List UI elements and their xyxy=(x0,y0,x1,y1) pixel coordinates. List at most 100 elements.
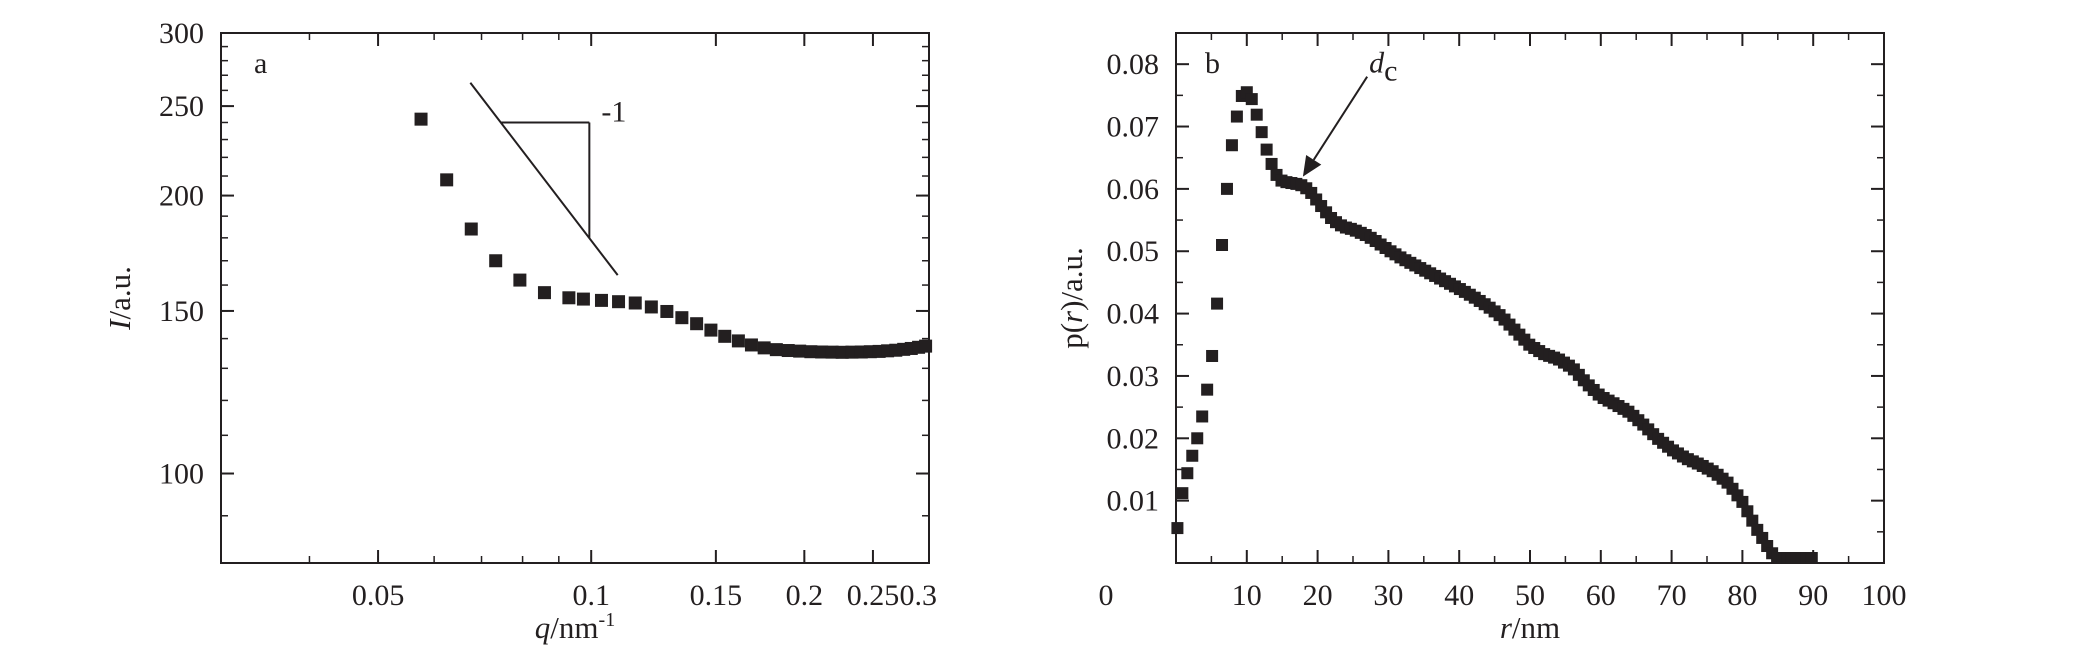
y-tick-label: 150 xyxy=(159,295,204,328)
data-point xyxy=(414,112,428,126)
panel-a-x-tick-labels: 0.05 0.1 0.15 0.2 0.25 0.3 xyxy=(352,579,937,612)
y-tick-label: 0.08 xyxy=(1107,48,1160,81)
data-point xyxy=(1746,514,1759,527)
data-point xyxy=(1265,157,1278,170)
x-tick-label: 100 xyxy=(1862,579,1907,612)
data-point xyxy=(1255,126,1268,139)
data-point xyxy=(704,323,718,337)
data-point xyxy=(1220,182,1233,195)
data-point xyxy=(513,273,527,287)
data-point xyxy=(576,292,590,306)
data-point xyxy=(815,345,829,359)
x-tick-label: 80 xyxy=(1727,579,1757,612)
slope-annotation: -1 xyxy=(469,82,626,276)
panel-b-x-axis-title: r/nm xyxy=(1500,610,1560,645)
data-point xyxy=(464,222,478,236)
peak-arrow-head xyxy=(1302,154,1322,177)
data-point xyxy=(1741,505,1754,518)
y-tick-label: 0.07 xyxy=(1107,111,1160,144)
data-point xyxy=(562,291,576,305)
panel-a-series xyxy=(414,112,933,359)
panel-a-letter: a xyxy=(254,47,267,80)
peak-arrow-line xyxy=(1312,76,1369,161)
y-tick-label: 0.01 xyxy=(1107,485,1160,518)
y-tick-label: 250 xyxy=(159,90,204,123)
peak-label: dc xyxy=(1369,47,1397,88)
slope-label: -1 xyxy=(601,95,626,128)
x-tick-label: 0.3 xyxy=(900,579,938,612)
data-point xyxy=(731,334,745,348)
peak-label-sub: c xyxy=(1384,55,1397,88)
data-point xyxy=(781,344,795,358)
data-point xyxy=(1176,487,1189,500)
x-tick-label: 0.15 xyxy=(690,579,743,612)
data-point xyxy=(1171,522,1184,535)
panel-b-series xyxy=(1171,86,1818,564)
panel-a-y-axis-title: I/a.u. xyxy=(102,266,137,331)
x-tick-label: 50 xyxy=(1515,579,1545,612)
data-point xyxy=(1201,383,1214,396)
panel-b-y-pre: p( xyxy=(1054,323,1089,349)
x-tick-label: 0.2 xyxy=(786,579,824,612)
data-point xyxy=(489,254,503,268)
panel-b-y-tick-labels: 0.01 0.02 0.03 0.04 0.05 0.06 0.07 0.08 xyxy=(1107,48,1160,517)
peak-annotation: dc xyxy=(1302,47,1397,177)
panel-b: 0 10 20 30 40 50 60 70 80 90 100 0.010.020.030.040… xyxy=(1054,32,1907,645)
panel-b-y-axis-title: p(r)/a.u. xyxy=(1054,247,1089,349)
data-point xyxy=(690,317,704,331)
panel-b-ticks xyxy=(1175,33,1885,563)
x-tick-label: 0.25 xyxy=(847,579,900,612)
data-point xyxy=(660,304,674,318)
y-tick-label: 0.03 xyxy=(1107,360,1160,393)
x-tick-label: 0.05 xyxy=(352,579,405,612)
y-tick-label: 200 xyxy=(159,180,204,213)
x-tick-label: 0.1 xyxy=(572,579,610,612)
data-point xyxy=(1230,110,1243,123)
panel-b-x-var: r xyxy=(1500,610,1513,645)
data-point xyxy=(537,286,551,300)
data-point xyxy=(675,311,689,325)
y-tick-label: 300 xyxy=(159,17,204,50)
data-point xyxy=(1805,552,1818,564)
panel-a-y-unit: /a.u. xyxy=(102,266,137,319)
data-point xyxy=(1191,432,1204,445)
y-tick-label: 0.02 xyxy=(1107,422,1160,455)
panel-b-y-var: r xyxy=(1054,310,1089,323)
y-tick-label: 100 xyxy=(159,458,204,491)
x-tick-label: 20 xyxy=(1303,579,1333,612)
data-point xyxy=(612,295,626,309)
data-point xyxy=(1260,143,1273,156)
panel-a-x-unit: /nm xyxy=(550,610,598,645)
panel-a: 0.05 0.1 0.15 0.2 0.25 0.3 100 150 200 250 300 -1… xyxy=(102,17,937,645)
data-point xyxy=(594,293,608,307)
data-point xyxy=(1206,349,1219,362)
slope-line xyxy=(469,82,619,276)
data-point xyxy=(835,345,849,359)
data-point xyxy=(919,339,933,353)
y-tick-label: 0.06 xyxy=(1107,173,1160,206)
data-point xyxy=(718,329,732,343)
data-point xyxy=(1225,139,1238,152)
data-point xyxy=(1250,108,1263,121)
panel-a-y-tick-labels: 100 150 200 250 300 xyxy=(159,17,204,491)
x-tick-label: 40 xyxy=(1444,579,1474,612)
panel-b-y-post: )/a.u. xyxy=(1054,247,1089,311)
data-point xyxy=(1216,239,1229,251)
x-tick-label: 90 xyxy=(1798,579,1828,612)
data-point xyxy=(793,344,807,358)
data-point xyxy=(1736,495,1749,508)
panel-a-ticks xyxy=(220,32,930,564)
data-point xyxy=(744,338,758,352)
data-point xyxy=(644,300,658,314)
data-point xyxy=(1211,297,1224,310)
data-point xyxy=(769,343,783,357)
panel-a-x-var: q xyxy=(535,610,551,645)
data-point xyxy=(1186,449,1199,462)
y-tick-label: 0.04 xyxy=(1107,298,1160,331)
y-tick-label: 0.05 xyxy=(1107,235,1160,268)
x-tick-label: 10 xyxy=(1232,579,1262,612)
data-point xyxy=(440,173,454,187)
data-point xyxy=(804,345,818,359)
panel-a-x-axis-title: q/nm-1 xyxy=(535,609,615,645)
